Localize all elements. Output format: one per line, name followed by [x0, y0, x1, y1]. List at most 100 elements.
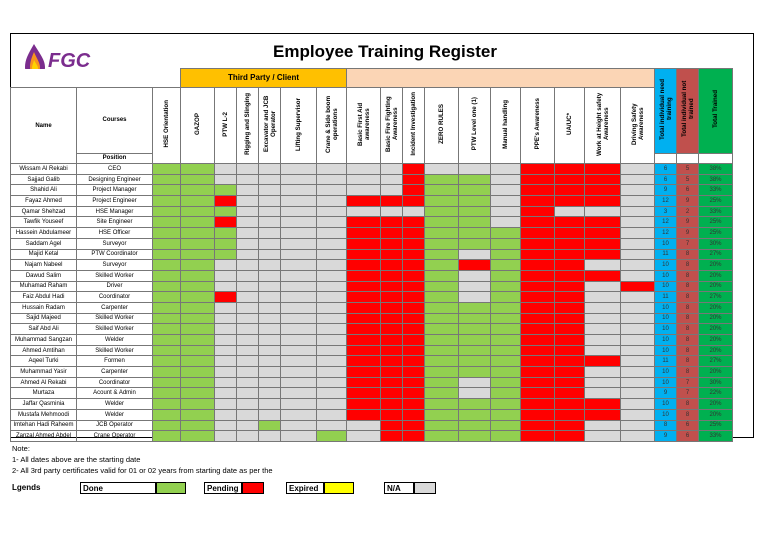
status-cell-14 — [520, 301, 555, 314]
status-cell-1 — [152, 344, 181, 357]
status-cell-8 — [346, 205, 381, 218]
note-line-1: 1- All dates above are the starting date — [12, 455, 141, 464]
status-cell-4 — [236, 173, 259, 186]
status-cell-3 — [214, 376, 237, 389]
status-cell-17 — [620, 291, 655, 303]
status-cell-16 — [584, 269, 621, 282]
total-header-label-3: Total Trained — [712, 90, 719, 129]
status-cell-6 — [280, 301, 317, 314]
status-cell-4 — [236, 227, 259, 239]
not-trained-count: 8 — [676, 408, 699, 421]
status-cell-3 — [214, 430, 237, 442]
status-cell-17 — [620, 301, 655, 314]
table-row: Qamar Shehzad HSE Manager 3 2 33% — [10, 205, 733, 218]
status-cell-15 — [554, 376, 585, 389]
status-cell-16 — [584, 419, 621, 432]
status-cell-10 — [402, 408, 425, 421]
status-cell-3 — [214, 291, 237, 303]
table-row: Ahmed Al Rekabi Coordinator 10 7 30% — [10, 376, 733, 389]
status-cell-7 — [316, 430, 347, 442]
status-cell-16 — [584, 184, 621, 197]
table-row: Muhammad Yasir Carpenter 10 8 20% — [10, 366, 733, 378]
status-cell-7 — [316, 184, 347, 197]
status-cell-17 — [620, 366, 655, 378]
trained-percent: 20% — [698, 366, 733, 378]
total-header-2: Total individual not trained — [676, 68, 699, 154]
status-cell-4 — [236, 216, 259, 229]
status-cell-17 — [620, 323, 655, 335]
status-cell-13 — [490, 312, 521, 325]
employee-position: Skilled Worker — [76, 269, 153, 282]
not-trained-count: 8 — [676, 323, 699, 335]
not-trained-count: 8 — [676, 334, 699, 346]
status-cell-1 — [152, 259, 181, 271]
course-header-5: Excavator and JCB Operator — [258, 87, 281, 164]
status-cell-2 — [180, 163, 215, 175]
status-cell-7 — [316, 291, 347, 303]
position-header-label: Position — [102, 155, 127, 162]
status-cell-13 — [490, 291, 521, 303]
status-cell-6 — [280, 205, 317, 218]
table-row: Najam Nabeel Surveyor 10 8 20% — [10, 259, 733, 271]
legend-na-label: N/A — [384, 482, 414, 494]
status-cell-14 — [520, 398, 555, 410]
status-cell-13 — [490, 398, 521, 410]
status-cell-14 — [520, 366, 555, 378]
status-cell-10 — [402, 173, 425, 186]
need-count: 10 — [654, 259, 677, 271]
trained-percent: 27% — [698, 291, 733, 303]
status-cell-2 — [180, 334, 215, 346]
status-cell-12 — [458, 173, 491, 186]
status-cell-7 — [316, 387, 347, 400]
status-cell-3 — [214, 216, 237, 229]
status-cell-7 — [316, 312, 347, 325]
status-cell-6 — [280, 419, 317, 432]
course-header-label-5: Excavator and JCB Operator — [262, 95, 277, 153]
table-row: Zanzal Ahmed Abdel Crane Operator 9 6 33% — [10, 430, 733, 442]
status-cell-5 — [258, 248, 281, 261]
need-count: 10 — [654, 398, 677, 410]
status-cell-1 — [152, 408, 181, 421]
name-header: Name — [10, 87, 77, 164]
status-cell-13 — [490, 366, 521, 378]
status-cell-4 — [236, 280, 259, 293]
table-row: Murtaza Acount & Admin 9 7 22% — [10, 387, 733, 400]
course-header-label-13: Manual handling — [502, 99, 509, 149]
status-cell-6 — [280, 355, 317, 368]
status-cell-11 — [424, 216, 459, 229]
status-cell-10 — [402, 205, 425, 218]
status-cell-2 — [180, 205, 215, 218]
trained-percent: 33% — [698, 205, 733, 218]
employee-name: Aqeel Turki — [10, 355, 77, 368]
employee-name: Ahmed Amtihan — [10, 344, 77, 357]
status-cell-16 — [584, 430, 621, 442]
employee-position: HSE Manager — [76, 205, 153, 218]
status-cell-13 — [490, 227, 521, 239]
status-cell-17 — [620, 237, 655, 250]
status-cell-4 — [236, 163, 259, 175]
status-cell-13 — [490, 237, 521, 250]
need-count: 6 — [654, 163, 677, 175]
status-cell-5 — [258, 237, 281, 250]
total-subheader-3 — [698, 152, 733, 165]
status-cell-10 — [402, 419, 425, 432]
status-cell-13 — [490, 387, 521, 400]
status-cell-12 — [458, 387, 491, 400]
status-cell-16 — [584, 312, 621, 325]
status-cell-14 — [520, 216, 555, 229]
status-cell-7 — [316, 259, 347, 271]
need-count: 9 — [654, 430, 677, 442]
status-cell-10 — [402, 248, 425, 261]
status-cell-9 — [380, 398, 403, 410]
status-cell-6 — [280, 248, 317, 261]
status-cell-9 — [380, 173, 403, 186]
status-cell-7 — [316, 334, 347, 346]
status-cell-12 — [458, 237, 491, 250]
status-cell-5 — [258, 398, 281, 410]
status-cell-11 — [424, 163, 459, 175]
status-cell-5 — [258, 387, 281, 400]
employee-name: Majid Ketal — [10, 248, 77, 261]
status-cell-4 — [236, 376, 259, 389]
status-cell-16 — [584, 259, 621, 271]
table-row: Faiz Abdul Hadi Coordinator 11 8 27% — [10, 291, 733, 303]
